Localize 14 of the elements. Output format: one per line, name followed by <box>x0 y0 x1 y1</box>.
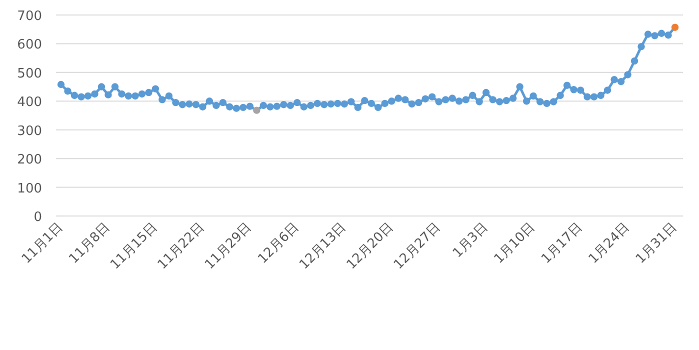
y-tick-label: 500 <box>17 66 42 82</box>
y-tick-label: 700 <box>17 9 42 24</box>
y-tick-label: 400 <box>17 95 42 110</box>
x-tick-label: 1月3日 <box>450 220 491 261</box>
x-tick-label: 1月24日 <box>586 220 633 267</box>
y-tick-label: 100 <box>17 181 42 196</box>
y-tick-label: 200 <box>17 152 42 168</box>
y-tick-label: 300 <box>17 124 42 139</box>
x-tick-label: 12月27日 <box>391 220 444 273</box>
y-tick-label: 600 <box>17 38 42 53</box>
x-tick-label: 1月17日 <box>538 220 586 267</box>
x-tick-label: 11月29日 <box>202 220 255 273</box>
x-tick-label: 1月31日 <box>633 220 680 267</box>
x-tick-label: 1月10日 <box>492 220 538 267</box>
